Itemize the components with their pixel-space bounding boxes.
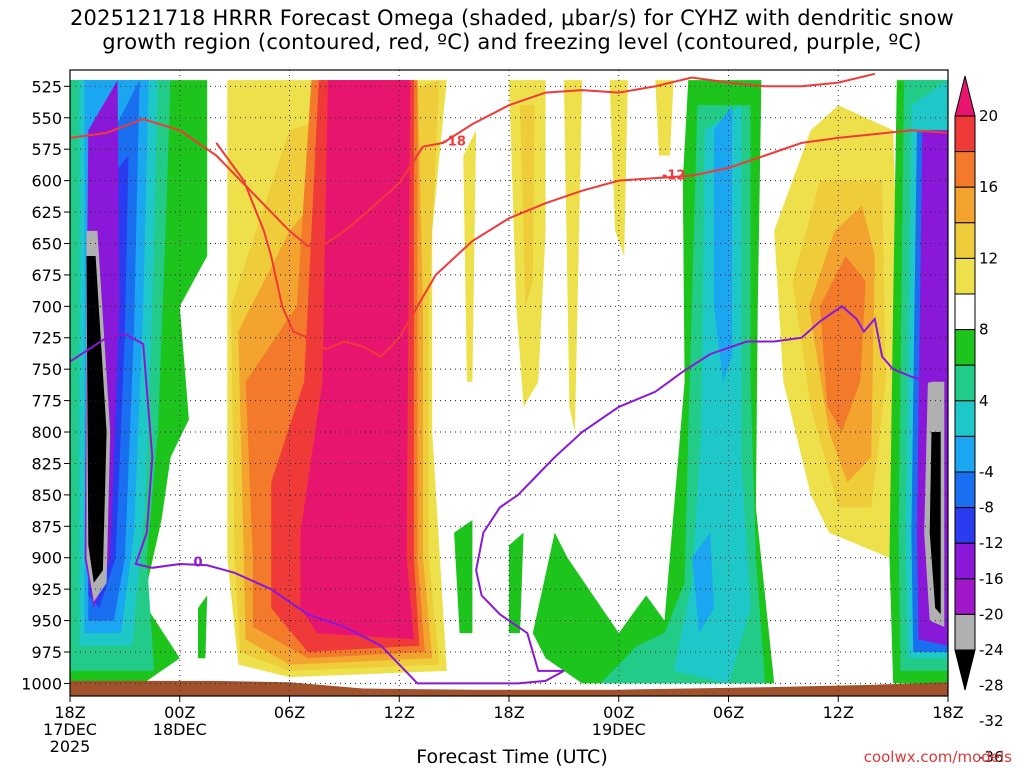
omega-region [454,520,473,634]
x-tick-label: 06Z [274,703,305,722]
colorbar-bin [954,186,976,224]
x-tick-label: 19DEC [592,720,646,739]
omega-region [198,595,208,659]
y-tick-label: 725 [31,329,62,348]
colorbar-bin [954,364,976,402]
colorbar-label: 20 [979,107,998,125]
y-axis: 525 550 575 600 625 650 675 700 725 750 775 800 825 8… [21,77,70,693]
x-tick-label: 2025 [50,737,91,756]
omega-region [509,532,524,634]
y-tick-label: 975 [31,643,62,662]
y-tick-label: 1000 [21,674,62,693]
omega-region [609,80,628,256]
colorbar-label: -4 [979,463,994,481]
x-tick-label: 12Z [384,703,415,722]
x-tick-label: 18Z [932,703,963,722]
colorbar-bin [954,329,976,366]
omega-region [691,532,714,634]
y-tick-label: 575 [31,140,62,159]
y-tick-label: 600 [31,172,62,191]
colorbar-bin [954,222,976,259]
colorbar-bin [954,542,976,580]
y-tick-label: 750 [31,360,62,379]
colorbar-label: -8 [979,499,994,517]
y-tick-label: 800 [31,423,62,442]
colorbar: 20 16 12 8 4 -4 -8 -12 -16 -20 -24 -28 -32 -36 [954,75,1004,766]
omega-region [86,256,107,583]
colorbar-bin [954,649,976,691]
omega-region [520,105,535,307]
colorbar-bin [954,293,976,331]
x-tick-label: 18Z [493,703,524,722]
omega-region [563,80,583,432]
x-tick-label: 06Z [713,703,744,722]
y-tick-label: 525 [31,77,62,96]
colorbar-label: -24 [979,641,1004,659]
colorbar-bin [954,471,976,509]
terrain-fill [70,680,948,696]
y-tick-label: 650 [31,234,62,253]
x-tick-label: 17DEC [43,720,97,739]
colorbar-label: -20 [979,605,1004,623]
chart-title: 2025121718 HRRR Forecast Omega (shaded, … [0,6,1024,54]
colorbar-label: -32 [979,712,1004,730]
colorbar-label: -12 [979,534,1004,552]
y-tick-label: 875 [31,517,62,536]
colorbar-bin [954,613,976,651]
x-axis-label: Forecast Time (UTC) [416,746,608,768]
contour-label: 0 [194,555,203,570]
credit-text: coolwx.com/models [863,748,1012,766]
y-tick-label: 700 [31,297,62,316]
omega-region [713,105,733,382]
x-tick-label: 18Z [54,703,85,722]
omega-region [820,256,866,432]
omega-region [929,432,941,615]
colorbar-bin [954,75,976,117]
x-tick-label: 18DEC [153,720,207,739]
y-tick-label: 825 [31,454,62,473]
colorbar-bin [954,507,976,544]
contour-label: -12 [662,168,686,183]
y-tick-label: 950 [31,612,62,631]
contour-line [215,129,948,358]
y-tick-label: 675 [31,266,62,285]
y-tick-label: 850 [31,486,62,505]
contour-line [70,305,948,685]
contour-lines: -18 -12 0 [70,72,948,685]
omega-region [300,80,414,640]
colorbar-label: 12 [979,249,998,267]
colorbar-bin [954,257,976,295]
colorbar-bin [954,400,976,437]
colorbar-bin [954,435,976,473]
y-tick-label: 625 [31,203,62,222]
x-tick-label: 00Z [164,703,195,722]
title-line-2: growth region (contoured, red, ºC) and f… [102,30,922,54]
y-tick-label: 775 [31,392,62,411]
colorbar-label: -16 [979,570,1004,588]
x-tick-label: 12Z [823,703,854,722]
y-tick-label: 900 [31,549,62,568]
colorbar-bin [954,578,976,615]
x-tick-label: 00Z [603,703,634,722]
y-tick-label: 550 [31,109,62,128]
omega-region [463,130,477,382]
title-line-1: 2025121718 HRRR Forecast Omega (shaded, … [69,6,955,30]
contour-line [70,72,876,248]
colorbar-label: 16 [979,178,998,196]
colorbar-bin [954,115,976,153]
colorbar-bin [954,151,976,188]
colorbar-label: -28 [979,677,1004,695]
colorbar-label: 4 [979,392,989,410]
contour-label: -18 [442,134,466,149]
y-tick-label: 925 [31,580,62,599]
colorbar-label: -36 [979,748,1004,766]
colorbar-label: 8 [979,321,989,339]
omega-region [655,80,674,156]
